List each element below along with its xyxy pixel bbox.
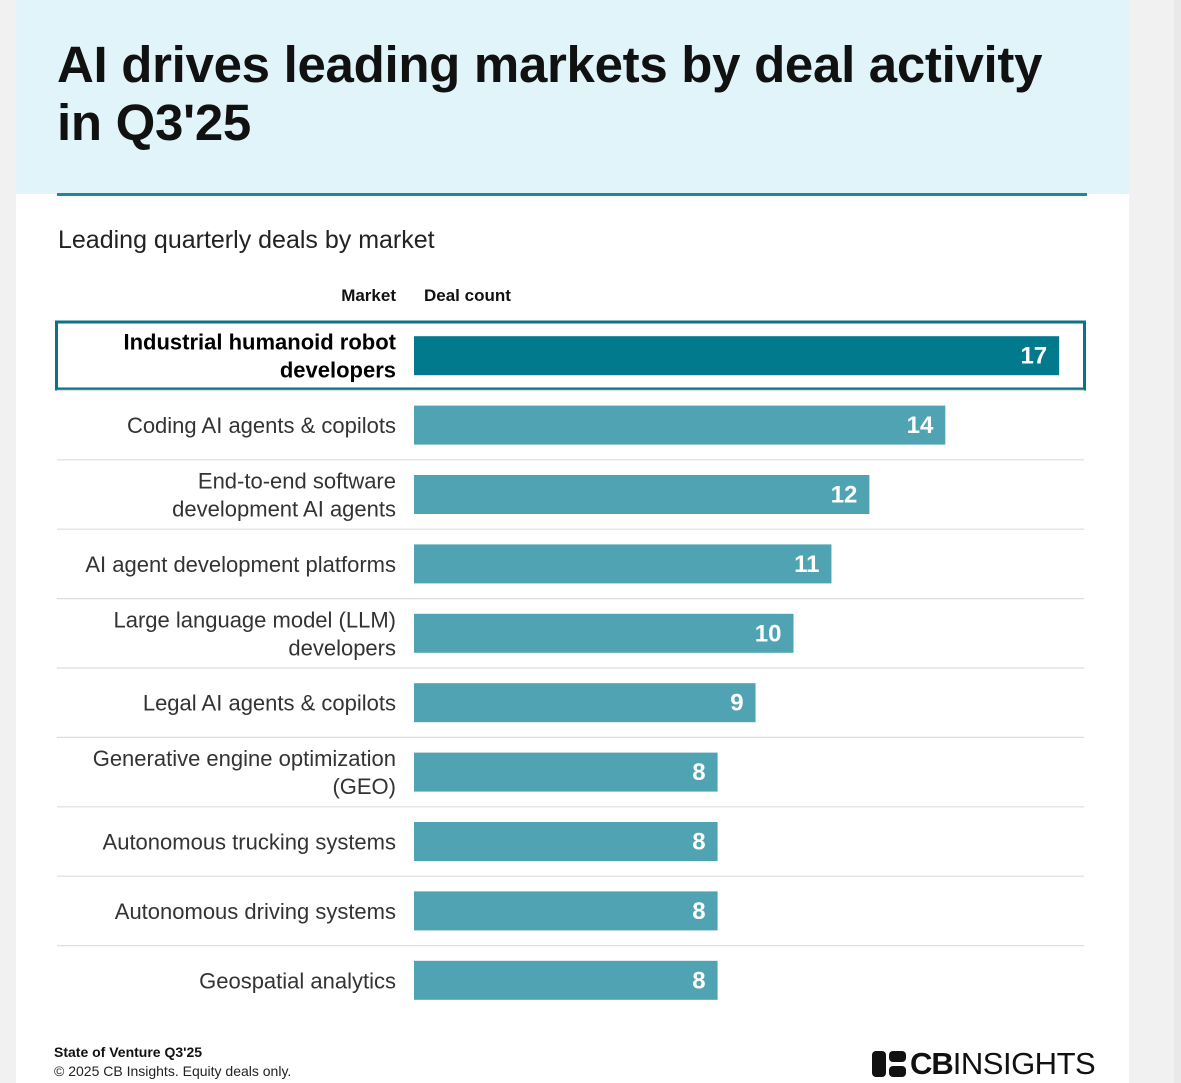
logo-text-cb: CB	[910, 1046, 954, 1081]
bar-row: 8 Autonomous trucking systems	[57, 806, 1084, 861]
category-label: Autonomous trucking systems	[103, 830, 396, 855]
bar-value-label: 8	[692, 759, 705, 786]
bar-row: 9 Legal AI agents & copilots	[57, 667, 1084, 723]
column-header-deal-count: Deal count	[424, 286, 511, 305]
category-label: Coding AI agents & copilots	[127, 413, 396, 438]
bar-value-label: 8	[692, 967, 705, 994]
bar	[414, 822, 718, 861]
cb-logo-mark-icon	[872, 1051, 906, 1077]
bar-value-label: 12	[831, 482, 858, 509]
bar-value-label: 10	[755, 620, 782, 647]
category-label-line: developers	[280, 358, 396, 383]
footer-note: © 2025 CB Insights. Equity deals only.	[54, 1063, 292, 1079]
category-label-line: AI agent development platforms	[85, 552, 396, 577]
bar	[414, 475, 870, 514]
bar-row: 12 End-to-end software development AI agen…	[57, 459, 1084, 522]
category-label: End-to-end software development AI agents	[172, 469, 396, 522]
bar-row: 8 Geospatial analytics	[57, 944, 1084, 1000]
cb-insights-logo: CB INSIGHTS	[872, 1046, 1096, 1082]
bar-row: 10 Large language model (LLM) developers	[57, 597, 1084, 660]
bar-value-label: 9	[730, 690, 743, 717]
category-label: Generative engine optimization (GEO)	[93, 746, 396, 799]
category-label-line: Legal AI agents & copilots	[143, 691, 396, 716]
category-label-line: Geospatial analytics	[199, 968, 396, 993]
window-edge	[1174, 0, 1181, 1083]
bar-value-label: 17	[1020, 343, 1047, 370]
bar	[414, 960, 718, 1000]
category-label-line: Coding AI agents & copilots	[127, 413, 396, 438]
category-label-line: Autonomous trucking systems	[103, 830, 396, 855]
bar-row: 8 Autonomous driving systems	[57, 875, 1084, 931]
bar-row: 17 Industrial humanoid robot developers	[55, 320, 1086, 391]
logo-text-insights: INSIGHTS	[952, 1046, 1096, 1081]
bar	[414, 336, 1060, 376]
footer-source: State of Venture Q3'25	[54, 1044, 203, 1060]
bar	[414, 752, 718, 792]
category-label-line: Autonomous driving systems	[115, 899, 396, 924]
bar-value-label: 11	[794, 551, 819, 578]
category-label-line: (GEO)	[332, 774, 396, 799]
highlight-box	[55, 320, 1086, 391]
category-label: AI agent development platforms	[85, 552, 396, 577]
bar-row: 11 AI agent development platforms	[57, 528, 1084, 584]
category-label-line: Large language model (LLM)	[113, 607, 396, 632]
category-label: Autonomous driving systems	[115, 899, 396, 924]
bar-value-label: 14	[907, 412, 934, 439]
bar	[414, 544, 832, 584]
bar-value-label: 8	[692, 898, 705, 925]
header-band	[16, 0, 1129, 194]
bar	[414, 613, 794, 653]
bar	[414, 891, 718, 931]
bar	[414, 683, 756, 723]
category-label-line: Industrial humanoid robot	[123, 330, 396, 355]
category-label: Large language model (LLM) developers	[113, 607, 396, 660]
bar-row: 14 Coding AI agents & copilots	[57, 389, 1084, 445]
page-title: AI drives leading markets by deal activi…	[57, 36, 1043, 151]
category-label-line: End-to-end software	[198, 469, 396, 494]
category-label-line: Generative engine optimization	[93, 746, 396, 771]
category-label: Geospatial analytics	[199, 968, 396, 993]
header-divider	[57, 193, 1087, 196]
category-label-line: developers	[288, 635, 396, 660]
chart-subtitle: Leading quarterly deals by market	[58, 226, 435, 254]
bar-row: 8 Generative engine optimization (GEO)	[57, 736, 1084, 799]
bar-value-label: 8	[692, 829, 705, 856]
category-label: Legal AI agents & copilots	[143, 691, 396, 716]
category-label-line: development AI agents	[172, 497, 396, 522]
category-label: Industrial humanoid robot developers	[123, 330, 396, 383]
bar	[414, 405, 946, 445]
column-header-market: Market	[341, 286, 396, 305]
